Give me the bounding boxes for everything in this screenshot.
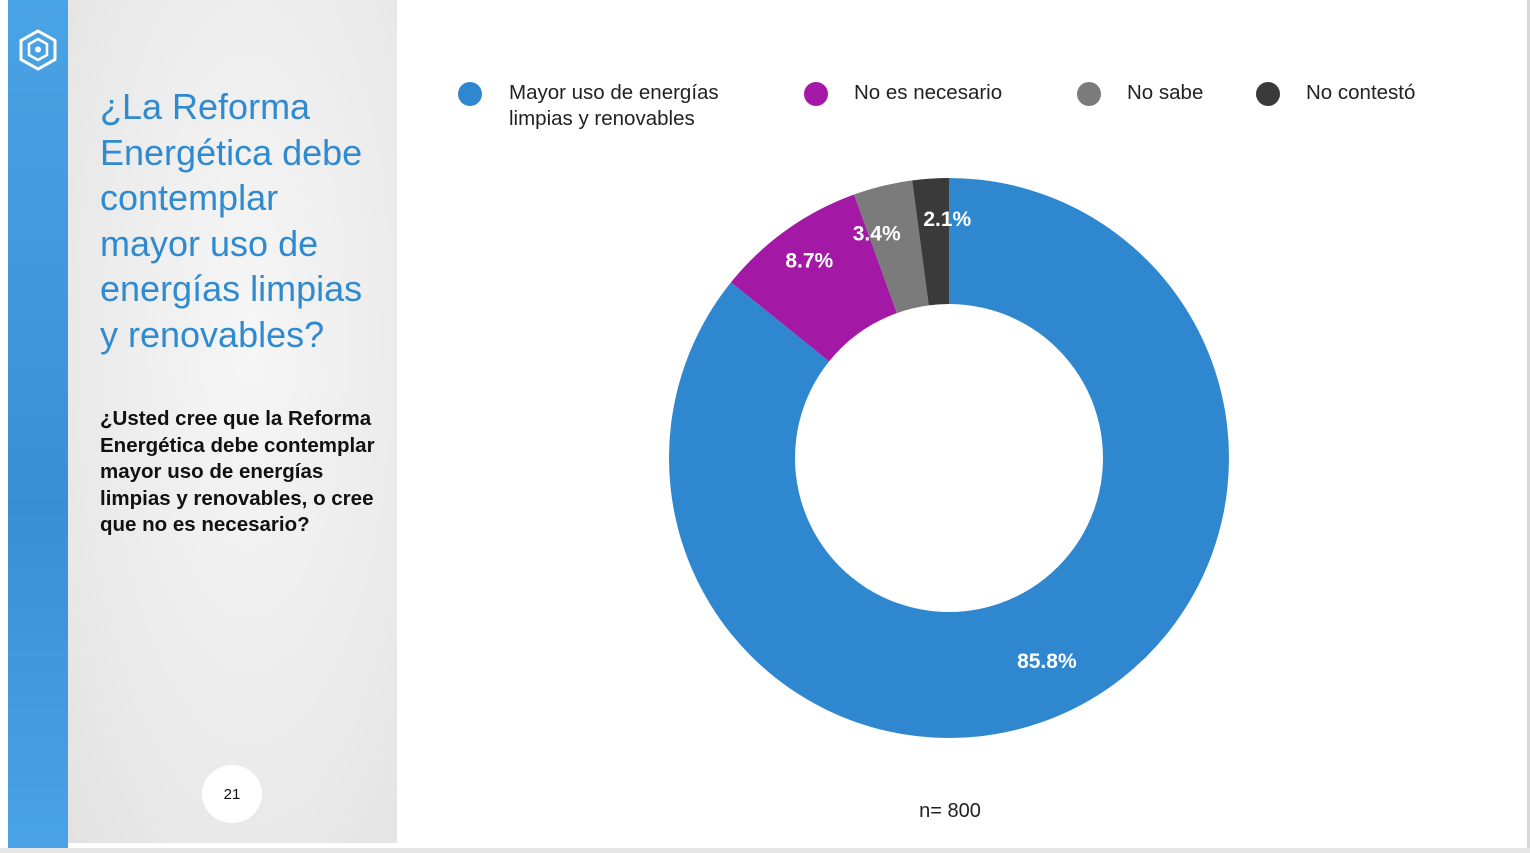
survey-question: ¿Usted cree que la Reforma Energética de… — [100, 407, 375, 537]
data-label-4: 2.1% — [923, 208, 971, 231]
data-label-1: 85.8% — [1017, 650, 1077, 673]
legend-item-no-es-necesario: No es necesario — [804, 80, 1002, 106]
legend-label: No sabe — [1127, 81, 1204, 104]
legend-swatch — [1077, 82, 1101, 106]
legend-swatch — [458, 82, 482, 106]
slide-edge-bottom — [0, 848, 1530, 853]
legend-label: No contestó — [1306, 81, 1416, 104]
page-number: 21 — [202, 765, 262, 823]
sample-size: n= 800 — [919, 800, 981, 822]
legend-label: Mayor uso de energías limpias y renovabl… — [509, 81, 719, 130]
donut-slice-4 — [912, 178, 949, 306]
data-label-3: 3.4% — [853, 222, 901, 245]
slide-title: ¿La Reforma Energética debe contemplar m… — [100, 86, 363, 355]
legend-swatch — [1256, 82, 1280, 106]
legend-item-no-contesto: No contestó — [1256, 80, 1415, 106]
left-panel — [68, 0, 397, 843]
data-label-2: 8.7% — [785, 249, 833, 272]
legend-label: No es necesario — [854, 81, 1003, 104]
hexagon-logo-icon — [19, 29, 57, 71]
legend-item-mayor-uso: Mayor uso de energías limpias y renovabl… — [458, 80, 758, 132]
donut-slice-1 — [668, 178, 1229, 738]
legend-item-no-sabe: No sabe — [1077, 80, 1203, 106]
donut-slice-3 — [854, 180, 929, 314]
slide-edge-right — [1527, 0, 1530, 853]
accent-strip — [8, 0, 68, 848]
legend-swatch — [804, 82, 828, 106]
donut-slice-2 — [731, 194, 897, 362]
